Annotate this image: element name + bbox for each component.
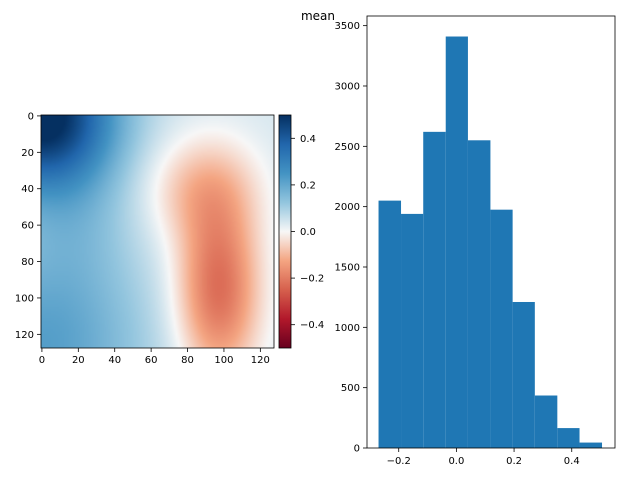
histogram-y-axis: 0 500 1000 1500 2000 2500 3000 3500 [335, 21, 367, 455]
histogram-bar [512, 301, 535, 448]
colorbar-tick-label: 0.2 [300, 180, 316, 191]
histogram-x-axis: −0.2 0.0 0.2 0.4 [387, 448, 580, 467]
heatmap-x-tick-label: 120 [251, 355, 270, 366]
histogram-bar [579, 442, 603, 448]
histogram-bar [401, 213, 424, 448]
histogram-y-tick-label: 500 [341, 383, 360, 394]
histogram-y-tick-label: 3500 [335, 21, 360, 32]
histogram-x-tick-label: 0.0 [448, 456, 464, 467]
histogram-bar [423, 131, 446, 449]
colorbar-tick-label: −0.2 [300, 274, 324, 285]
heatmap-image-holder [41, 115, 274, 348]
histogram-y-tick-label: 1500 [335, 262, 360, 273]
colorbar-axis: −0.4 −0.2 0.0 0.2 0.4 [291, 134, 324, 331]
heatmap-frame [40, 114, 275, 349]
histogram-x-tick-label: −0.2 [387, 456, 411, 467]
histogram-bar [378, 200, 402, 448]
heatmap-y-tick-label: 60 [21, 221, 34, 232]
histogram-bar [490, 209, 513, 448]
heatmap-y-tick-label: 0 [28, 111, 34, 122]
histogram-bar [467, 140, 491, 448]
heatmap-y-tick-label: 40 [21, 184, 34, 195]
histogram-y-tick-label: 0 [354, 444, 360, 455]
histogram-x-tick-label: 0.4 [564, 456, 580, 467]
heatmap-y-tick-label: 20 [21, 148, 34, 159]
histogram-frame [366, 15, 616, 449]
histogram-bar [557, 428, 580, 448]
histogram-y-tick-label: 3000 [335, 81, 360, 92]
heatmap-y-tick-label: 100 [15, 293, 34, 304]
histogram-y-tick-label: 2000 [335, 202, 360, 213]
histogram-y-tick-label: 2500 [335, 142, 360, 153]
heatmap-x-tick-label: 40 [108, 355, 121, 366]
colorbar-tick-label: −0.4 [300, 320, 324, 331]
histogram-y-tick-label: 1000 [335, 323, 360, 334]
heatmap-y-axis: 0 20 40 60 80 100 120 [15, 111, 41, 341]
heatmap-x-tick-label: 0 [39, 355, 45, 366]
figure-title: mean [301, 9, 335, 23]
heatmap-y-tick-label: 120 [15, 330, 34, 341]
heatmap-x-tick-label: 80 [181, 355, 194, 366]
histogram-panel: −0.2 0.0 0.2 0.4 0 500 1000 1500 2000 2500 3000 35… [335, 15, 616, 467]
heatmap-x-tick-label: 100 [214, 355, 233, 366]
heatmap-x-axis: 0 20 40 60 80 100 120 [39, 348, 270, 366]
heatmap-image [41, 115, 274, 348]
colorbar: −0.4 −0.2 0.0 0.2 0.4 [278, 114, 324, 349]
histogram-bars [378, 36, 603, 449]
histogram-bar [534, 395, 558, 448]
colorbar-tick-label: 0.4 [300, 134, 316, 145]
histogram-x-tick-label: 0.2 [506, 456, 522, 467]
heatmap-panel: 0 20 40 60 80 100 120 0 20 40 60 80 100 120 [15, 111, 275, 366]
heatmap-x-tick-label: 60 [145, 355, 158, 366]
heatmap-x-tick-label: 20 [72, 355, 85, 366]
colorbar-gradient [278, 114, 292, 349]
histogram-bar [445, 36, 468, 448]
colorbar-tick-label: 0.0 [300, 227, 316, 238]
heatmap-y-tick-label: 80 [21, 257, 34, 268]
